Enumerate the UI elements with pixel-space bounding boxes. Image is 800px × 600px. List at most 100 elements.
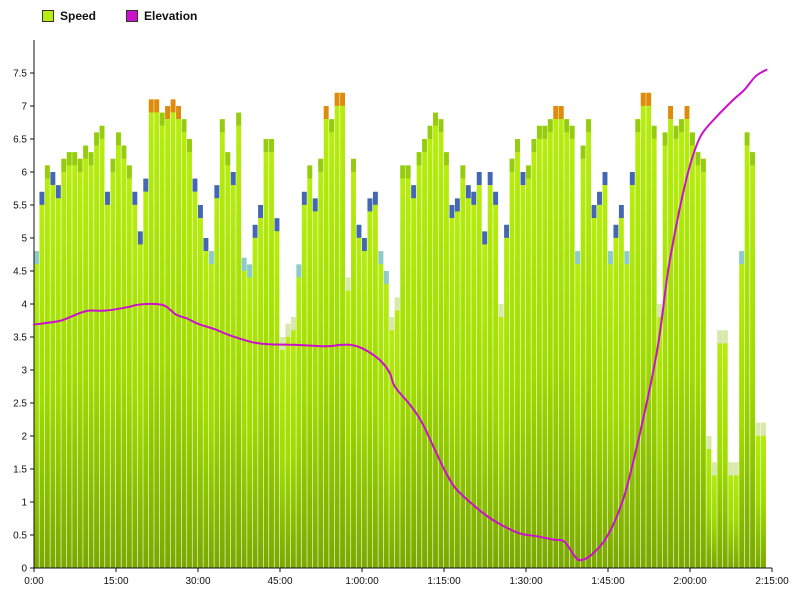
- speed-bar: [356, 224, 362, 569]
- speed-bar-cap: [646, 92, 652, 106]
- legend-item-speed: Speed: [42, 9, 96, 23]
- speed-bar-cap: [389, 317, 395, 331]
- speed-bar: [362, 238, 367, 568]
- speed-bar: [345, 277, 351, 568]
- speed-bar: [77, 158, 83, 569]
- speed-bar: [613, 224, 619, 569]
- speed-bar-cap: [208, 251, 214, 265]
- speed-bar: [55, 185, 61, 568]
- speed-bar: [657, 304, 663, 568]
- x-tick-label: 1:45:00: [591, 576, 625, 587]
- speed-bar-cap: [181, 119, 187, 133]
- speed-bar-cap: [126, 165, 132, 179]
- speed-bar-cap: [290, 317, 296, 331]
- y-tick-label: 0: [21, 564, 27, 575]
- speed-bar: [416, 152, 422, 568]
- speed-bar: [269, 139, 274, 568]
- speed-bar: [591, 205, 597, 568]
- speed-bar-cap: [454, 198, 460, 212]
- speed-bar: [247, 264, 253, 568]
- y-tick-label: 1.5: [13, 465, 27, 476]
- speed-bar-cap: [148, 99, 154, 113]
- speed-bar-cap: [744, 132, 750, 146]
- speed-bar: [110, 158, 116, 569]
- speed-bar-cap: [498, 304, 504, 317]
- speed-bar-cap: [225, 152, 231, 166]
- speed-bar-cap: [613, 224, 619, 238]
- speed-bar: [629, 172, 635, 568]
- speed-bar: [608, 251, 613, 568]
- speed-bar-cap: [504, 224, 509, 238]
- speed-bar: [700, 158, 706, 569]
- speed-bar-cap: [323, 106, 329, 119]
- speed-bar: [717, 330, 723, 568]
- y-tick-label: 7.5: [13, 69, 27, 80]
- speed-bar: [668, 106, 673, 568]
- speed-bar-cap: [471, 191, 477, 205]
- speed-bar: [34, 251, 39, 568]
- y-tick-label: 4: [21, 300, 27, 311]
- speed-bar: [744, 132, 750, 568]
- x-tick-label: 45:00: [267, 576, 292, 587]
- speed-bar-cap: [416, 152, 422, 166]
- speed-bar: [553, 106, 559, 568]
- speed-bar-cap: [673, 125, 679, 139]
- x-tick-label: 30:00: [185, 576, 210, 587]
- speed-bar-cap: [198, 205, 203, 218]
- speed-bar-cap: [165, 106, 171, 119]
- speed-bar: [94, 132, 99, 568]
- speed-bar-cap: [94, 132, 99, 146]
- speed-bar: [329, 119, 335, 568]
- speed-bar-cap: [690, 132, 695, 146]
- speed-bar-cap: [99, 125, 105, 139]
- speed-bar: [733, 462, 739, 568]
- speed-bar-cap: [700, 158, 706, 172]
- speed-bar-cap: [591, 205, 597, 218]
- speed-bar-cap: [553, 106, 559, 119]
- speed-bar: [427, 125, 433, 569]
- speed-bar: [569, 125, 575, 569]
- speed-bar: [635, 119, 641, 568]
- speed-bar-cap: [274, 218, 280, 232]
- speed-bar: [105, 191, 110, 569]
- y-tick-label: 1: [21, 498, 27, 509]
- speed-bar-cap: [192, 178, 198, 192]
- speed-bar-cap: [121, 145, 127, 159]
- x-tick-label: 1:15:00: [427, 576, 461, 587]
- speed-bar-cap: [263, 139, 269, 152]
- speed-bar: [143, 178, 149, 568]
- speed-bar: [132, 191, 138, 569]
- x-tick-label: 2:00:00: [673, 576, 707, 587]
- y-tick-label: 0.5: [13, 531, 27, 542]
- speed-bar-cap: [252, 224, 258, 238]
- y-tick-label: 3.5: [13, 333, 27, 344]
- speed-bar: [761, 422, 766, 568]
- speed-bar: [706, 436, 712, 568]
- x-tick-label: 2:15:00: [755, 576, 789, 587]
- speed-bar-cap: [444, 152, 449, 166]
- speed-bar-cap: [34, 251, 39, 265]
- speed-bar-cap: [651, 125, 657, 139]
- speed-bar-cap: [378, 251, 384, 265]
- speed-bar: [66, 152, 72, 568]
- speed-bar: [531, 139, 537, 568]
- speed-bar-cap: [345, 277, 351, 291]
- speed-bar: [722, 330, 728, 568]
- speed-bar: [750, 152, 755, 568]
- speed-bar: [684, 106, 690, 568]
- speed-bar: [438, 119, 444, 568]
- speed-bar-cap: [542, 125, 548, 139]
- legend-label-speed: Speed: [60, 9, 97, 23]
- speed-bar: [44, 165, 50, 568]
- speed-bar-cap: [487, 172, 493, 185]
- speed-bar: [542, 125, 548, 569]
- speed-bar: [580, 145, 586, 568]
- speed-bar: [307, 165, 313, 568]
- speed-bar-cap: [340, 92, 345, 106]
- speed-bar: [274, 218, 280, 568]
- speed-bar: [400, 165, 406, 568]
- x-tick-label: 0:00: [24, 576, 44, 587]
- speed-bar-cap: [236, 112, 242, 126]
- speed-bar-cap: [301, 191, 307, 205]
- speed-bar: [575, 251, 581, 568]
